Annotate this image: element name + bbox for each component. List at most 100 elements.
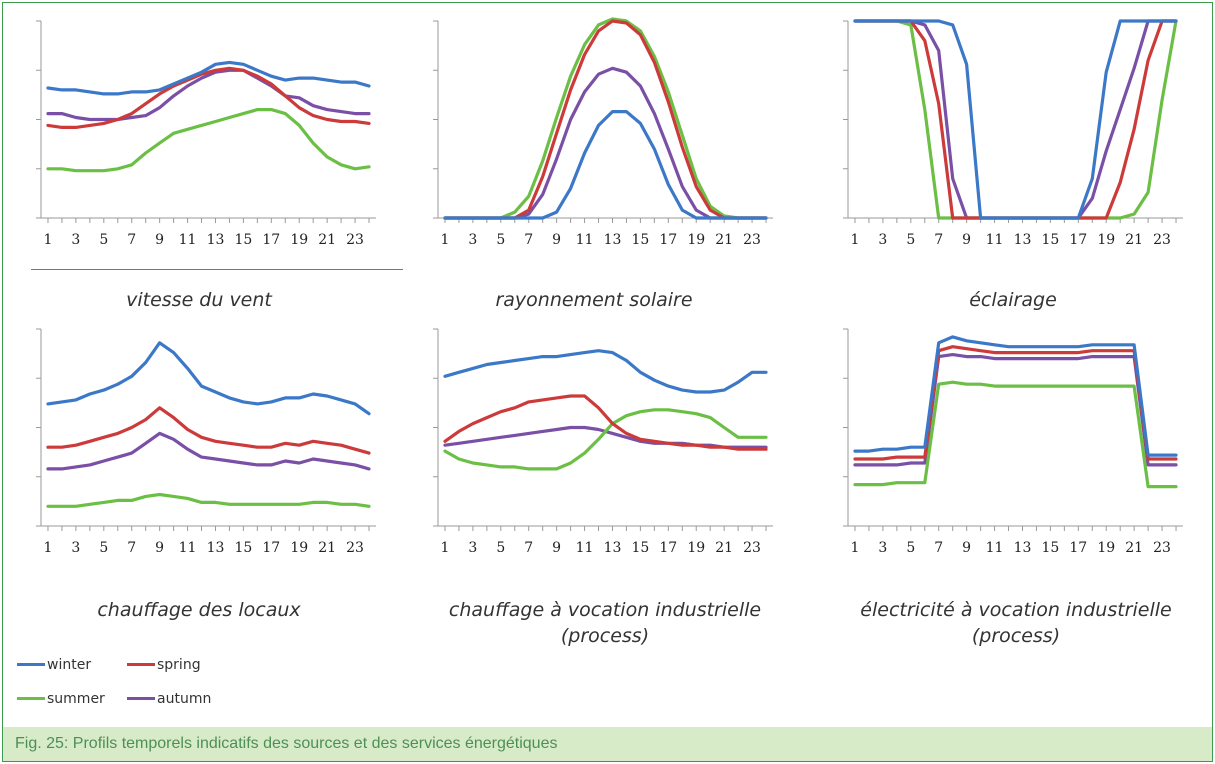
x-tick-label: 17 [1069, 232, 1087, 248]
series-line-spring [853, 19, 1178, 220]
x-tick-label: 21 [1125, 232, 1143, 248]
x-tick-label: 7 [934, 540, 943, 556]
x-tick-label: 3 [468, 540, 477, 556]
chart-panel-wind: 1 3 5 7 9 11 13 15 17 19 21 23 [11, 13, 391, 253]
x-tick-label: 15 [1041, 540, 1059, 556]
x-tick-label: 3 [71, 232, 80, 248]
legend-label: autumn [157, 691, 212, 707]
x-tick-label: 5 [906, 232, 915, 248]
series-line-summer [853, 380, 1178, 489]
chart-panel-industrial-heat: 1 3 5 7 9 11 13 15 17 19 21 23 [408, 321, 788, 561]
x-tick-label: 13 [604, 540, 622, 556]
x-tick-label: 5 [496, 232, 505, 248]
x-tick-label: 21 [318, 232, 336, 248]
x-tick-label: 13 [604, 232, 622, 248]
series-line-autumn [853, 352, 1178, 467]
chart-svg: 1 3 5 7 9 11 13 15 17 19 21 23 [433, 328, 773, 556]
x-tick-label: 11 [576, 232, 594, 248]
x-tick-label: 11 [986, 232, 1004, 248]
x-tick-label: 7 [524, 232, 533, 248]
chart-panel-space-heating: 1 3 5 7 9 11 13 15 17 19 21 23 [11, 321, 391, 561]
x-tick-label: 21 [715, 540, 733, 556]
x-tick-label: 5 [99, 540, 108, 556]
series-line-autumn [46, 68, 371, 122]
series-line-autumn [46, 431, 371, 471]
x-tick-label: 15 [631, 540, 649, 556]
caption-bar: Fig. 25: Profils temporels indicatifs de… [3, 727, 1212, 761]
x-tick-label: 21 [715, 232, 733, 248]
x-tick-label: 9 [552, 232, 561, 248]
series-line-winter [853, 19, 1178, 220]
x-tick-label: 7 [524, 540, 533, 556]
chart-title: rayonnement solaire [495, 289, 693, 311]
x-tick-label: 17 [262, 540, 280, 556]
x-tick-label: 1 [44, 232, 53, 248]
legend-label: summer [47, 691, 105, 707]
series-line-winter [443, 109, 768, 220]
x-tick-label: 13 [1014, 540, 1032, 556]
chart-title: éclairage [969, 289, 1057, 311]
x-tick-label: 3 [468, 232, 477, 248]
x-tick-label: 3 [878, 232, 887, 248]
series-line-winter [853, 335, 1178, 457]
x-tick-label: 19 [1097, 232, 1115, 248]
chart-svg: 1 3 5 7 9 11 13 15 17 19 21 23 [433, 17, 773, 248]
x-tick-label: 15 [234, 232, 252, 248]
series-line-autumn [443, 66, 768, 220]
x-tick-label: 11 [179, 232, 197, 248]
separator-line [31, 269, 403, 270]
chart-svg: 1 3 5 7 9 11 13 15 17 19 21 23 [36, 20, 376, 248]
chart-legend: winter spring summer autumn [17, 654, 317, 714]
x-tick-label: 7 [934, 232, 943, 248]
legend-swatch [17, 697, 45, 700]
series-line-winter [46, 60, 371, 96]
x-tick-label: 9 [962, 232, 971, 248]
series-line-spring [853, 345, 1178, 461]
x-tick-label: 1 [44, 540, 53, 556]
x-tick-label: 9 [155, 232, 164, 248]
x-tick-label: 9 [962, 540, 971, 556]
x-tick-label: 17 [1069, 540, 1087, 556]
x-tick-label: 1 [851, 232, 860, 248]
x-tick-label: 23 [1153, 540, 1171, 556]
chart-panel-solar: 1 3 5 7 9 11 13 15 17 19 21 23 [408, 13, 788, 253]
series-line-spring [443, 394, 768, 451]
x-tick-label: 23 [346, 540, 364, 556]
x-tick-label: 13 [207, 540, 225, 556]
x-tick-label: 13 [207, 232, 225, 248]
x-tick-label: 9 [552, 540, 561, 556]
x-tick-label: 17 [262, 232, 280, 248]
series-line-summer [46, 492, 371, 508]
series-line-summer [853, 19, 1178, 220]
x-tick-label: 15 [234, 540, 252, 556]
chart-title: électricité à vocation industrielle (pro… [860, 599, 1172, 647]
x-tick-label: 21 [318, 540, 336, 556]
x-tick-label: 1 [441, 232, 450, 248]
x-tick-label: 19 [290, 540, 308, 556]
x-tick-label: 23 [743, 232, 761, 248]
chart-svg: 1 3 5 7 9 11 13 15 17 19 21 23 [36, 328, 376, 556]
x-tick-label: 19 [1097, 540, 1115, 556]
x-tick-label: 3 [71, 540, 80, 556]
series-line-spring [46, 66, 371, 130]
x-tick-label: 11 [179, 540, 197, 556]
chart-title: vitesse du vent [126, 289, 272, 311]
x-tick-label: 13 [1014, 232, 1032, 248]
x-tick-label: 19 [687, 232, 705, 248]
x-tick-label: 5 [906, 540, 915, 556]
x-tick-label: 5 [99, 232, 108, 248]
x-tick-label: 7 [127, 232, 136, 248]
chart-panel-industrial-electricity: 1 3 5 7 9 11 13 15 17 19 21 23 [818, 321, 1198, 561]
legend-swatch [17, 663, 45, 666]
x-tick-label: 3 [878, 540, 887, 556]
figure-caption: Fig. 25: Profils temporels indicatifs de… [15, 735, 558, 752]
chart-panel-lighting: 1 3 5 7 9 11 13 15 17 19 21 23 [818, 13, 1198, 253]
series-line-summer [46, 107, 371, 173]
x-tick-label: 19 [290, 232, 308, 248]
x-tick-label: 17 [659, 540, 677, 556]
x-tick-label: 23 [1153, 232, 1171, 248]
chart-svg: 1 3 5 7 9 11 13 15 17 19 21 23 [843, 328, 1183, 556]
series-line-autumn [853, 19, 1178, 220]
legend-label: winter [47, 657, 92, 673]
